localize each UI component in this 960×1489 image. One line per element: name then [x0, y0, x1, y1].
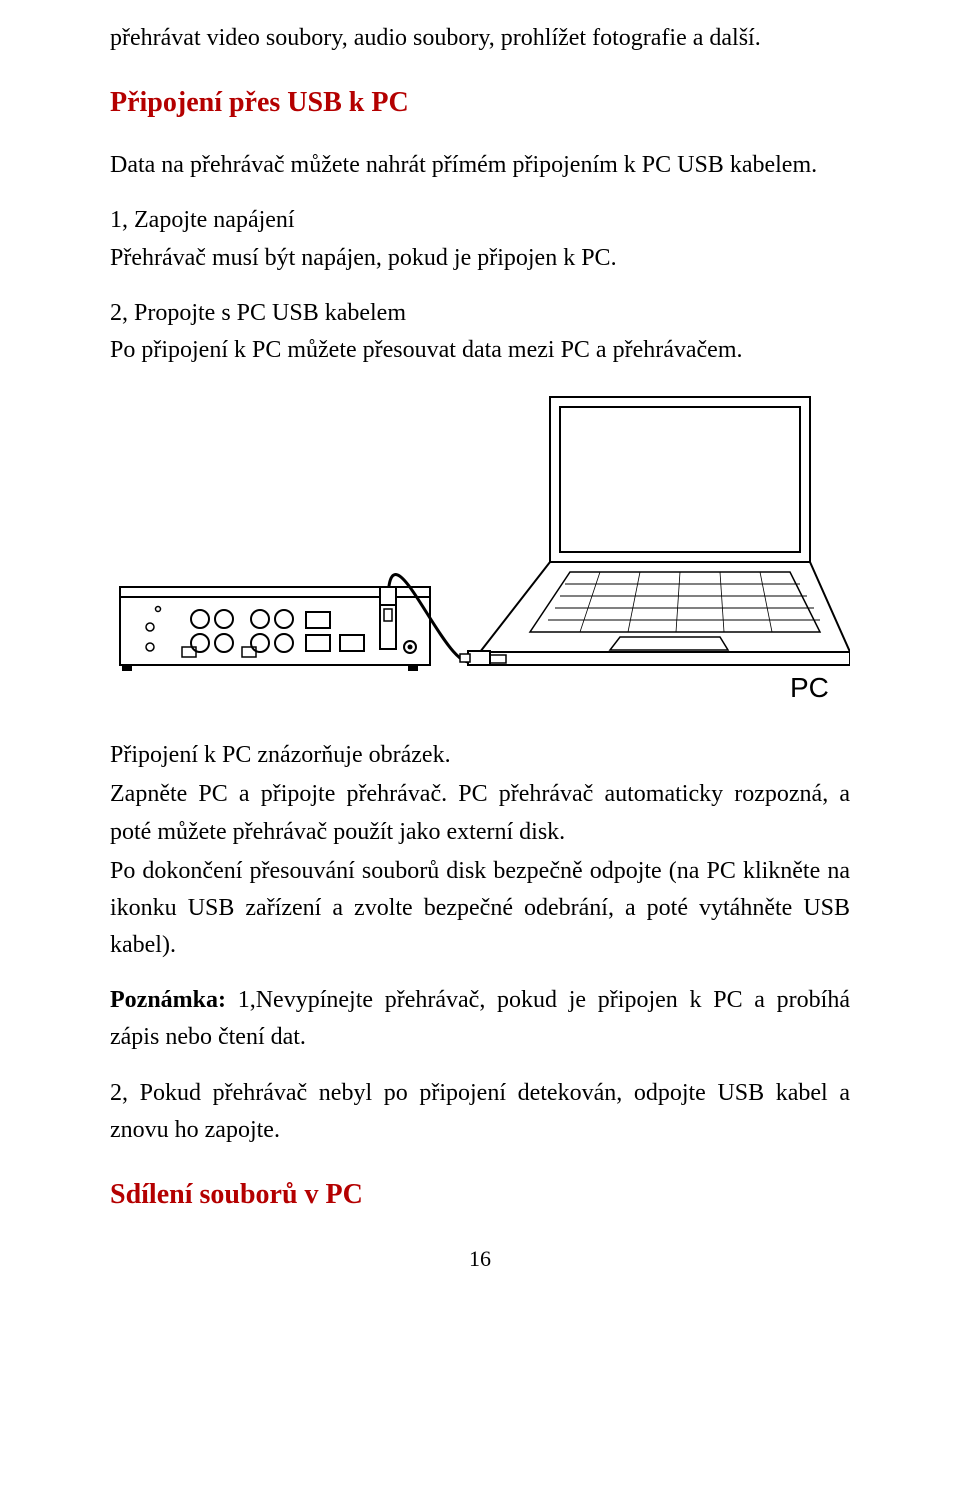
usb-intro-paragraph: Data na přehrávač můžete nahrát přímém p…	[110, 147, 850, 184]
paragraph-connect: Připojení k PC znázorňuje obrázek.	[110, 737, 850, 774]
step-2: 2, Propojte s PC USB kabelem Po připojen…	[110, 295, 850, 369]
laptop-icon	[480, 397, 850, 665]
document-page: přehrávat video soubory, audio soubory, …	[0, 0, 960, 1312]
step-2-label: 2, Propojte s PC USB kabelem	[110, 295, 850, 332]
step-2-description: Po připojení k PC můžete přesouvat data …	[110, 332, 850, 369]
paragraph-finish: Po dokončení přesouvání souborů disk bez…	[110, 853, 850, 965]
step-1-label: 1, Zapojte napájení	[110, 202, 850, 239]
page-number: 16	[110, 1246, 850, 1272]
paragraph-power-on: Zapněte PC a připojte přehrávač. PC přeh…	[110, 776, 850, 850]
step-1-description: Přehrávač musí být napájen, pokud je při…	[110, 240, 850, 277]
note-1: Poznámka: 1,Nevypínejte přehrávač, pokud…	[110, 982, 850, 1056]
intro-fragment: přehrávat video soubory, audio soubory, …	[110, 20, 850, 57]
connection-diagram: PC	[110, 387, 850, 707]
diagram-pc-label: PC	[790, 672, 829, 703]
step-1: 1, Zapojte napájení Přehrávač musí být n…	[110, 202, 850, 276]
note-2: 2, Pokud přehrávač nebyl po připojení de…	[110, 1075, 850, 1149]
heading-usb-to-pc: Připojení přes USB k PC	[110, 87, 850, 119]
diagram-svg: PC	[110, 387, 850, 707]
heading-share-files: Sdílení souborů v PC	[110, 1179, 850, 1211]
note-label: Poznámka:	[110, 987, 226, 1013]
